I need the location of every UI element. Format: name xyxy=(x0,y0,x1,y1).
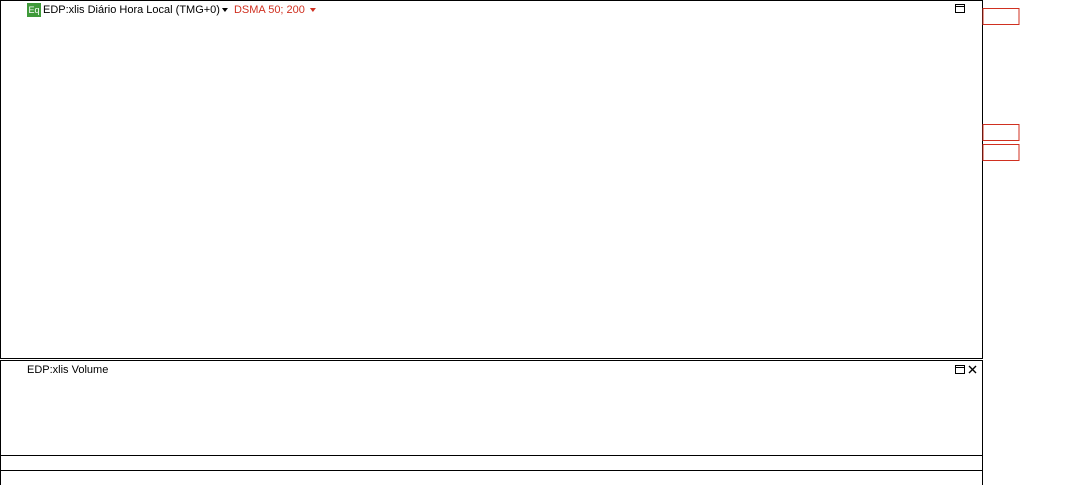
symbol-badge[interactable] xyxy=(27,3,41,17)
badge-text: Eq xyxy=(28,5,39,15)
maximize-button[interactable] xyxy=(955,365,965,374)
level-box xyxy=(982,144,1020,161)
volume-title: EDP:xlis Volume xyxy=(27,364,108,376)
level-box xyxy=(982,8,1020,25)
price-panel xyxy=(0,0,983,359)
level-box xyxy=(982,124,1020,141)
text-layer: Eq EDP:xlis Diário Hora Local (TMG+0) DS… xyxy=(27,3,1020,376)
chart-title[interactable]: EDP:xlis Diário Hora Local (TMG+0) xyxy=(43,4,220,16)
volume-panel xyxy=(0,360,983,456)
indicator-label[interactable]: DSMA 50; 200 xyxy=(234,4,305,16)
dropdown-arrow[interactable] xyxy=(221,8,228,12)
close-button[interactable] xyxy=(968,365,977,374)
maximize-button[interactable] xyxy=(955,4,965,13)
dropdown-arrow[interactable] xyxy=(309,8,316,12)
